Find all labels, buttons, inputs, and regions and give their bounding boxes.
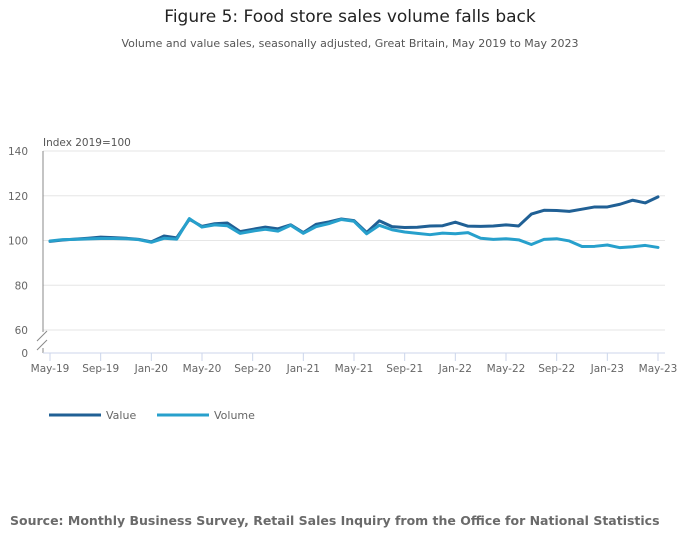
y-tick-label: 100 (8, 236, 28, 248)
x-tick-label: Sep-19 (82, 363, 119, 375)
x-tick-label: Jan-20 (134, 363, 168, 375)
x-tick-label: Jan-21 (286, 363, 320, 375)
x-tick-label: May-23 (639, 363, 678, 375)
x-tick-label: May-19 (31, 363, 70, 375)
series-lines (48, 195, 660, 250)
y-tick-label: 80 (15, 280, 28, 292)
x-tick-label: May-22 (487, 363, 526, 375)
source-note: Source: Monthly Business Survey, Retail … (10, 513, 660, 528)
series-line-volume (48, 217, 660, 250)
x-tick-label: Sep-20 (234, 363, 271, 375)
x-tick-label: Sep-22 (538, 363, 575, 375)
x-tick-label: Sep-21 (386, 363, 423, 375)
y-tick-label: 140 (8, 146, 28, 158)
x-tick-label: Jan-23 (590, 363, 624, 375)
y-tick-label-zero: 0 (21, 348, 28, 360)
chart-title: Figure 5: Food store sales volume falls … (164, 7, 536, 27)
line-chart: 140 120 100 80 60 0 May-19 Sep-19 Jan-20 May-20 S… (8, 137, 678, 422)
x-tick-label: Jan-22 (438, 363, 472, 375)
y-axis-label: Index 2019=100 (43, 137, 131, 149)
legend-item-value[interactable]: Value (49, 409, 136, 422)
legend-label: Value (106, 409, 136, 422)
x-tick-label: May-21 (335, 363, 374, 375)
legend-item-volume[interactable]: Volume (157, 409, 255, 422)
axis-break-icon (36, 330, 50, 351)
legend-label: Volume (214, 409, 255, 422)
x-tick-label: May-20 (183, 363, 222, 375)
y-axis-ticks: 140 120 100 80 60 0 (8, 146, 28, 360)
y-tick-label: 120 (8, 191, 28, 203)
x-axis-ticks: May-19 Sep-19 Jan-20 May-20 Sep-20 Jan-21 May-… (31, 353, 678, 375)
chart-subtitle: Volume and value sales, seasonally adjus… (121, 37, 579, 50)
y-tick-label: 60 (15, 325, 28, 337)
series-line-value (48, 195, 660, 244)
legend: Value Volume (49, 409, 255, 422)
